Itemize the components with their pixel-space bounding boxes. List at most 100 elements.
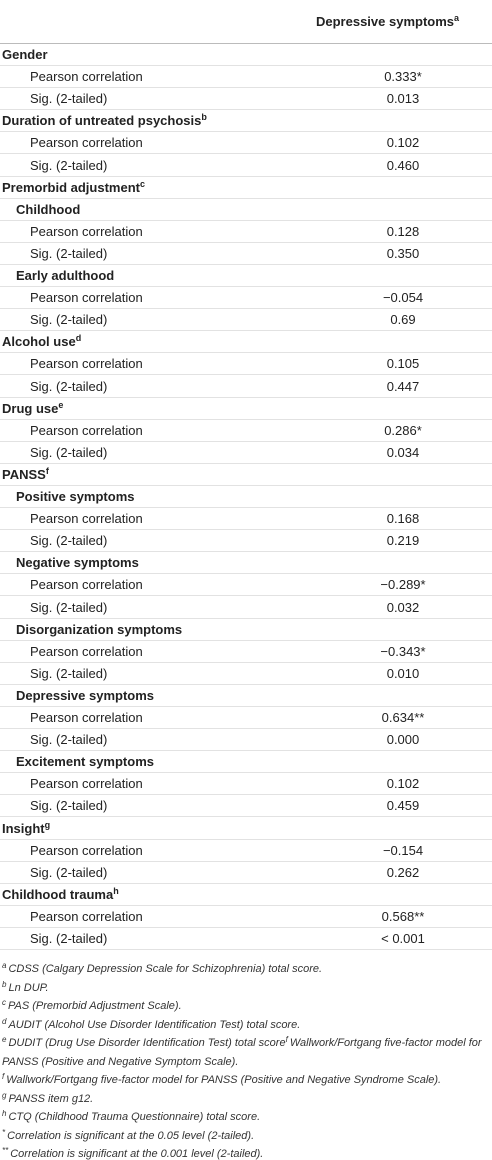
row-label: Sig. (2-tailed) xyxy=(30,732,108,748)
footnote-text: AUDIT (Alcohol Use Disorder Identificati… xyxy=(8,1018,301,1031)
footnote-ref: e xyxy=(58,399,64,410)
section-title: PANSSf xyxy=(2,464,49,486)
section-title: Childhood traumah xyxy=(2,884,119,906)
footnote: c PAS (Premorbid Adjustment Scale). xyxy=(2,997,490,1016)
table-row: Depressive symptoms xyxy=(0,685,492,707)
footnote-ref: d xyxy=(75,333,82,344)
table-row: Sig. (2-tailed) 0.013 xyxy=(0,88,492,111)
footnote-text: PANSS item g12. xyxy=(8,1092,94,1105)
footnotes: a CDSS (Calgary Depression Scale for Schi… xyxy=(2,960,490,1160)
row-value: 0.010 xyxy=(386,665,420,681)
row-label: Pearson correlation xyxy=(30,356,143,372)
footnote-mark: f xyxy=(2,1072,5,1082)
table-row: Sig. (2-tailed) 0.69 xyxy=(0,309,492,332)
table-row: Pearson correlation 0.634** xyxy=(0,707,492,729)
group-title: Excitement symptoms xyxy=(16,751,154,773)
section-title-text: Drug use xyxy=(2,400,59,416)
table-row: Childhood traumah xyxy=(0,884,492,906)
section-title-text: Gender xyxy=(2,47,48,62)
table-row: Excitement symptoms xyxy=(0,751,492,774)
table-row: Sig. (2-tailed) 0.447 xyxy=(0,376,492,398)
footnote-mark: ** xyxy=(2,1146,9,1156)
row-label: Sig. (2-tailed) xyxy=(30,91,108,107)
table-row: Positive symptoms xyxy=(0,486,492,508)
row-label: Sig. (2-tailed) xyxy=(30,665,108,681)
row-value: 0.69 xyxy=(390,312,416,328)
row-label: Sig. (2-tailed) xyxy=(30,864,108,880)
table-row: Pearson correlation 0.102 xyxy=(0,773,492,796)
footnote-text: Correlation is significant at the 0.001 … xyxy=(10,1148,264,1160)
table-row: PANSSf xyxy=(0,464,492,486)
section-title: Drug usee xyxy=(2,398,63,420)
table-row: Sig. (2-tailed) 0.459 xyxy=(0,795,492,818)
table-row: Alcohol used xyxy=(0,331,492,354)
table-row: Pearson correlation 0.568** xyxy=(0,906,492,928)
footnote-mark: h xyxy=(2,1109,7,1119)
table-row: Insightg xyxy=(0,818,492,840)
footnote-ref: c xyxy=(139,178,145,189)
table-row: Sig. (2-tailed) 0.010 xyxy=(0,663,492,685)
footnote-text: Correlation is significant at the 0.05 l… xyxy=(7,1129,255,1142)
footnote: ** Correlation is significant at the 0.00… xyxy=(2,1145,490,1160)
footnote-text: DUDIT (Drug Use Disorder Identification … xyxy=(8,1037,286,1050)
row-value: < 0.001 xyxy=(381,931,425,946)
table-row: Pearson correlation −0.289* xyxy=(0,574,492,597)
row-label: Sig. (2-tailed) xyxy=(30,378,108,394)
table-row: Sig. (2-tailed) 0.034 xyxy=(0,442,492,464)
footnote: f Wallwork/Fortgang five-factor model for… xyxy=(2,1071,490,1090)
row-label: Sig. (2-tailed) xyxy=(30,599,108,615)
footnote: g PANSS item g12. xyxy=(2,1090,490,1109)
footnote: e DUDIT (Drug Use Disorder Identification… xyxy=(2,1034,490,1071)
group-title-text: Early adulthood xyxy=(16,268,115,283)
row-value: −0.289* xyxy=(380,577,426,593)
table-row: Gender xyxy=(0,44,492,66)
footnote: d AUDIT (Alcohol Use Disorder Identificat… xyxy=(2,1016,490,1035)
row-value: 0.219 xyxy=(386,533,420,549)
table-row: Sig. (2-tailed) 0.262 xyxy=(0,862,492,884)
group-title-text: Positive symptoms xyxy=(16,489,135,504)
footnote-text: Wallwork/Fortgang five-factor model for … xyxy=(2,1037,482,1068)
row-label: Pearson correlation xyxy=(30,69,143,85)
row-label: Pearson correlation xyxy=(30,643,143,659)
row-value: 0.447 xyxy=(386,378,420,394)
footnote-text: PAS (Premorbid Adjustment Scale). xyxy=(8,1000,182,1013)
row-value: 0.168 xyxy=(386,511,420,527)
section-title: Gender xyxy=(2,44,48,66)
footnote-ref: f xyxy=(45,465,49,476)
footnote-mark: g xyxy=(2,1090,7,1100)
table-row: Disorganization symptoms xyxy=(0,619,492,641)
row-value: 0.333* xyxy=(384,69,422,85)
table-row: Sig. (2-tailed) 0.460 xyxy=(0,155,492,177)
table-row: Pearson correlation 0.286* xyxy=(0,420,492,442)
group-title-text: Excitement symptoms xyxy=(16,754,154,770)
table-row: Sig. (2-tailed) 0.219 xyxy=(0,530,492,553)
row-label: Sig. (2-tailed) xyxy=(30,245,108,261)
footnote-ref: b xyxy=(201,112,207,123)
group-title-text: Childhood xyxy=(16,201,81,217)
footnote-mark: f xyxy=(285,1035,288,1045)
row-value: −0.154 xyxy=(382,842,424,858)
row-label: Sig. (2-tailed) xyxy=(30,533,108,549)
row-value: 0.013 xyxy=(386,91,420,107)
column-title: Depressive symptoms xyxy=(316,14,455,29)
group-title: Childhood xyxy=(16,199,80,221)
row-value: 0.459 xyxy=(386,798,420,814)
table-row: Duration of untreated psychosisb xyxy=(0,110,492,133)
row-value: 0.102 xyxy=(386,776,420,792)
row-value: 0.286* xyxy=(384,422,422,438)
row-label: Sig. (2-tailed) xyxy=(30,312,108,328)
footnote-ref: g xyxy=(44,819,51,830)
row-label: Sig. (2-tailed) xyxy=(30,931,108,946)
section-title-text: Alcohol use xyxy=(2,334,76,350)
footnote-mark: a xyxy=(2,961,7,971)
group-title: Positive symptoms xyxy=(16,486,135,508)
group-title: Early adulthood xyxy=(16,265,114,287)
table-row: Pearson correlation −0.154 xyxy=(0,840,492,862)
table-row: Negative symptoms xyxy=(0,552,492,575)
footnote: h CTQ (Childhood Trauma Questionnaire) to… xyxy=(2,1108,490,1127)
row-value: −0.343* xyxy=(380,643,426,659)
row-label: Pearson correlation xyxy=(30,776,143,792)
section-title-text: Premorbid adjustment xyxy=(2,179,140,195)
table-row: Sig. (2-tailed) < 0.001 xyxy=(0,928,492,950)
